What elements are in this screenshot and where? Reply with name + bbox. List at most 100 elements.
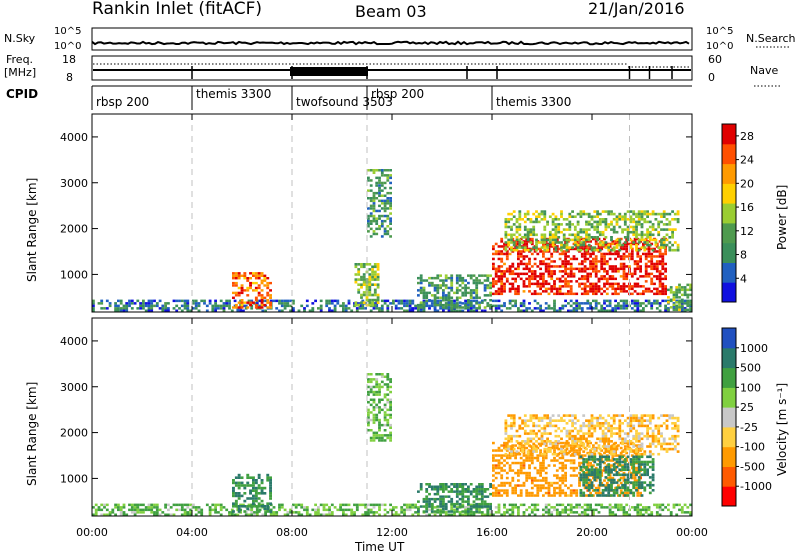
- echo-cell-r4: [664, 287, 667, 291]
- echo-cell-r5: [648, 236, 652, 239]
- echo-cell-r1: [257, 502, 261, 505]
- beam-title: Beam 03: [355, 2, 427, 21]
- echo-cell-r0: [405, 503, 409, 507]
- echo-cell-r4: [553, 292, 556, 296]
- echo-cell-r6: [372, 431, 376, 435]
- echo-cell-r0: [680, 309, 684, 312]
- echo-cell-r4: [586, 240, 590, 243]
- echo-cell-r6: [378, 181, 381, 185]
- echo-cell-r2: [365, 263, 369, 266]
- echo-cell-r0: [197, 304, 201, 308]
- echo-cell-r5: [618, 238, 622, 242]
- echo-cell-r0: [180, 304, 184, 308]
- echo-cell-r5: [518, 233, 522, 237]
- echo-cell-r3: [461, 281, 465, 285]
- echo-cell-r3: [419, 276, 423, 280]
- echo-cell-r1: [240, 291, 244, 295]
- echo-cell-r5: [529, 440, 533, 443]
- cpid-segment-label-1: themis 3300: [196, 87, 271, 101]
- echo-cell-r4: [629, 458, 633, 461]
- echo-cell-r2: [444, 502, 448, 506]
- echo-cell-r0: [250, 508, 254, 512]
- echo-cell-r0: [344, 513, 348, 516]
- echo-cell-r0: [361, 299, 365, 303]
- echo-cell-r5: [615, 246, 619, 249]
- echo-cell-r5: [557, 419, 561, 422]
- echo-cell-r5: [537, 429, 541, 433]
- echo-cell-r0: [578, 304, 581, 308]
- echo-cell-r0: [114, 304, 117, 308]
- echo-cell-r4: [511, 282, 515, 286]
- echo-cell-r4: [644, 262, 648, 266]
- echo-cell-r3: [522, 459, 526, 462]
- echo-cell-r5: [626, 416, 630, 420]
- echo-cell-r0: [567, 503, 570, 507]
- echo-cell-r0: [300, 513, 304, 516]
- echo-cell-r4: [522, 262, 526, 266]
- echo-cell-r4: [650, 277, 654, 281]
- echo-cell-r4: [592, 292, 595, 296]
- echo-cell-r4: [494, 275, 498, 278]
- echo-cell-r0: [122, 513, 126, 516]
- echo-cell-r1: [246, 279, 250, 282]
- echo-cell-r6: [389, 181, 392, 185]
- echo-cell-r4: [622, 290, 626, 293]
- echo-cell-r0: [480, 299, 484, 303]
- echo-cell-r0: [275, 307, 279, 310]
- echo-cell-r0: [617, 302, 620, 305]
- echo-cell-r7: [672, 291, 676, 294]
- echo-cell-r0: [292, 299, 295, 303]
- echo-cell-r3: [605, 476, 609, 480]
- echo-cell-r0: [633, 309, 637, 312]
- echo-cell-r7: [675, 288, 679, 292]
- echo-cell-r4: [651, 463, 655, 466]
- echo-cell-r0: [664, 304, 667, 308]
- echo-cell-r3: [550, 484, 554, 487]
- echo-cell-r4: [497, 270, 501, 273]
- echo-cell-r4: [593, 455, 597, 459]
- echo-cell-r5: [632, 210, 636, 213]
- echo-cell-r3: [444, 274, 448, 277]
- echo-cell-r5: [593, 452, 597, 456]
- echo-cell-r4: [608, 267, 612, 271]
- echo-cell-r4: [508, 287, 512, 291]
- echo-cell-r5: [629, 450, 633, 453]
- echo-cell-r5: [532, 424, 536, 428]
- echo-cell-r4: [651, 476, 655, 479]
- echo-cell-r5: [676, 424, 680, 428]
- echo-cell-r0: [147, 508, 151, 512]
- echo-cell-r0: [408, 302, 412, 305]
- echo-cell-r4: [603, 290, 606, 293]
- echo-cell-r0: [250, 299, 254, 303]
- echo-cell-r5: [590, 422, 594, 425]
- echo-cell-r3: [564, 494, 567, 497]
- echo-cell-r5: [621, 450, 624, 453]
- echo-cell-r4: [640, 463, 644, 466]
- echo-cell-r4: [587, 455, 591, 459]
- echo-cell-r0: [186, 506, 190, 509]
- freq-change-marks: [191, 66, 673, 79]
- echo-cell-r0: [328, 508, 331, 512]
- echo-cell-r1: [257, 306, 261, 309]
- echo-cell-r4: [528, 257, 531, 261]
- echo-cell-r0: [139, 302, 142, 305]
- echo-cell-r3: [505, 476, 509, 480]
- echo-cell-r5: [548, 230, 552, 234]
- echo-cell-r3: [472, 274, 476, 277]
- echo-cell-r4: [598, 465, 602, 469]
- echo-cell-r6: [369, 398, 373, 401]
- echo-cell-r5: [554, 442, 558, 446]
- echo-cell-r0: [153, 506, 156, 509]
- echo-cell-r3: [580, 469, 584, 472]
- echo-cell-r5: [673, 440, 677, 443]
- echo-cell-r1: [246, 484, 250, 487]
- echo-cell-r4: [614, 277, 617, 281]
- echo-cell-r3: [522, 461, 526, 465]
- echo-cell-r3: [600, 449, 604, 452]
- echo-cell-r3: [442, 284, 445, 287]
- echo-cell-r3: [544, 486, 548, 490]
- echo-cell-r5: [587, 220, 591, 224]
- echo-cell-r4: [590, 458, 594, 461]
- echo-cell-r0: [511, 503, 515, 507]
- echo-cell-r2: [475, 502, 479, 506]
